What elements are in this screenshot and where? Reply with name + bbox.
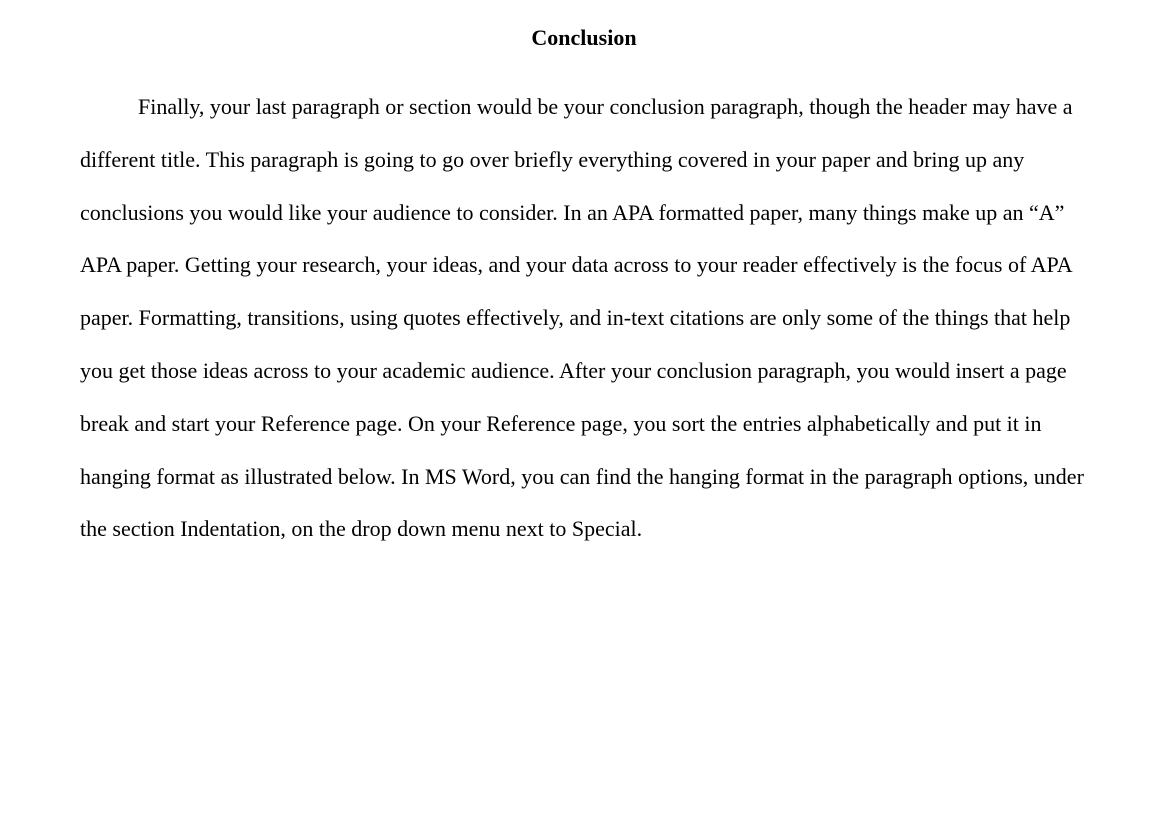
section-heading: Conclusion	[80, 25, 1088, 51]
conclusion-paragraph: Finally, your last paragraph or section …	[80, 81, 1088, 556]
